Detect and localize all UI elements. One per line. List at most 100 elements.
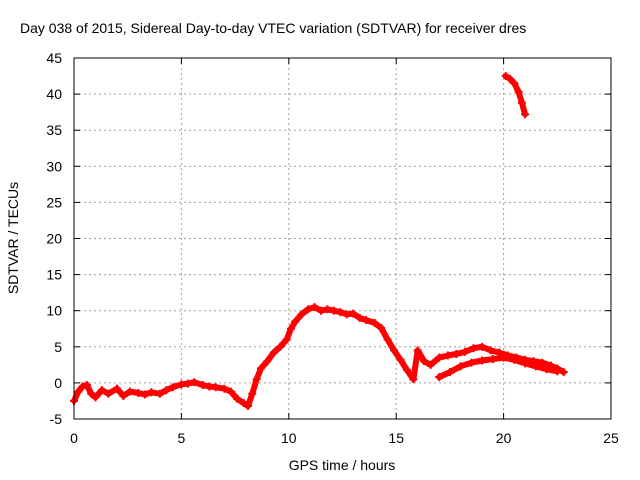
data-point xyxy=(243,402,252,411)
y-tick-label: 45 xyxy=(46,50,62,66)
data-point xyxy=(91,393,100,402)
data-point xyxy=(336,308,345,317)
data-point xyxy=(531,362,540,371)
data-point xyxy=(323,305,332,314)
data-point xyxy=(125,387,134,396)
data-point xyxy=(304,305,313,314)
data-point xyxy=(499,353,508,362)
y-tick-label: 0 xyxy=(54,375,62,391)
data-point xyxy=(87,389,96,398)
data-point xyxy=(119,391,128,400)
data-point xyxy=(435,373,444,382)
data-point xyxy=(297,310,306,319)
series-trace-upper-arc xyxy=(502,73,529,118)
data-point xyxy=(370,318,379,327)
data-point xyxy=(78,382,87,391)
data-point xyxy=(383,335,392,344)
data-point xyxy=(362,316,371,325)
chart-title: Day 038 of 2015, Sidereal Day-to-day VTE… xyxy=(20,20,526,36)
y-tick-label: -5 xyxy=(50,411,63,427)
data-point xyxy=(486,346,495,355)
data-point xyxy=(233,394,242,403)
data-point xyxy=(426,360,435,369)
data-point xyxy=(310,303,319,312)
data-point xyxy=(239,399,248,408)
x-tick-label: 0 xyxy=(70,430,78,446)
data-point xyxy=(501,72,510,81)
y-tick-label: 40 xyxy=(46,86,62,102)
data-point xyxy=(521,359,530,368)
data-point xyxy=(456,362,465,371)
data-point xyxy=(112,384,121,393)
y-axis-label: SDTVAR / TECUs xyxy=(5,182,21,294)
data-point xyxy=(553,367,562,376)
data-point xyxy=(488,355,497,364)
x-tick-label: 20 xyxy=(496,430,512,446)
data-point xyxy=(478,342,487,351)
data-point xyxy=(291,317,300,326)
y-tick-label: 35 xyxy=(46,122,62,138)
data-point xyxy=(263,357,272,366)
data-point xyxy=(377,324,386,333)
x-tick-label: 5 xyxy=(178,430,186,446)
data-point xyxy=(282,335,291,344)
y-tick-label: 10 xyxy=(46,303,62,319)
y-tick-label: 25 xyxy=(46,194,62,210)
y-tick-label: 5 xyxy=(54,339,62,355)
data-point xyxy=(514,87,523,96)
data-point xyxy=(155,389,164,398)
plot-frame xyxy=(73,57,612,420)
data-point xyxy=(510,79,519,88)
y-tick-label: 20 xyxy=(46,231,62,247)
data-point xyxy=(82,381,91,390)
data-point xyxy=(413,346,422,355)
data-point xyxy=(97,386,106,395)
data-point xyxy=(467,358,476,367)
data-point xyxy=(329,306,338,315)
data-point xyxy=(269,348,278,357)
data-point xyxy=(420,357,429,366)
data-point xyxy=(510,355,519,364)
data-point xyxy=(147,388,156,397)
data-point xyxy=(104,389,113,398)
data-point xyxy=(317,306,326,315)
data-point xyxy=(445,368,454,377)
data-point xyxy=(211,383,220,392)
y-tick-label: 15 xyxy=(46,267,62,283)
y-tick-label: 30 xyxy=(46,158,62,174)
data-point xyxy=(443,351,452,360)
data-point xyxy=(349,309,358,318)
data-point xyxy=(168,383,177,392)
data-point xyxy=(435,353,444,362)
x-tick-label: 15 xyxy=(388,430,404,446)
data-point xyxy=(409,375,418,384)
data-point xyxy=(521,110,530,119)
data-point xyxy=(140,390,149,399)
data-point xyxy=(460,347,469,356)
data-point xyxy=(355,313,364,322)
data-point xyxy=(256,364,265,373)
data-point xyxy=(162,386,171,395)
data-point xyxy=(542,365,551,374)
data-point xyxy=(396,355,405,364)
data-point xyxy=(469,344,478,353)
data-point xyxy=(74,387,83,396)
axis-ticks: 0 5 10 15 20 25 -5 0 5 10 15 20 25 30 35 40 45 xyxy=(46,50,619,446)
data-point xyxy=(220,384,229,393)
data-point xyxy=(402,365,411,374)
data-point xyxy=(190,378,199,387)
data-point xyxy=(183,379,192,388)
data-point xyxy=(226,387,235,396)
data-point xyxy=(478,356,487,365)
data-points xyxy=(70,72,568,411)
data-point xyxy=(276,342,285,351)
x-axis-label: GPS time / hours xyxy=(289,457,396,473)
x-tick-label: 25 xyxy=(603,430,619,446)
data-point xyxy=(134,389,143,398)
data-point xyxy=(452,350,461,359)
data-point xyxy=(390,346,399,355)
data-point xyxy=(248,389,257,398)
data-point xyxy=(517,98,526,107)
data-point xyxy=(198,381,207,390)
